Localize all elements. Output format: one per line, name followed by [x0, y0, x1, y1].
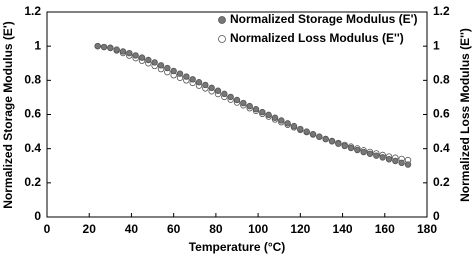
y2-tick-label: 0.8 — [433, 73, 450, 87]
data-point — [151, 59, 158, 66]
data-point — [379, 154, 386, 161]
data-point — [360, 148, 367, 156]
y2-tick-label: 0.2 — [433, 175, 450, 189]
data-point — [145, 56, 152, 64]
data-point — [322, 135, 329, 143]
data-point — [271, 114, 279, 121]
data-point — [221, 90, 228, 98]
y2-tick-label: 0.6 — [433, 107, 450, 121]
data-point — [309, 130, 317, 138]
x-tick-label: 120 — [290, 222, 310, 236]
data-point — [385, 156, 393, 163]
data-point — [189, 76, 196, 83]
data-point — [246, 102, 253, 110]
x-tick-label: 0 — [44, 222, 51, 236]
data-point — [354, 146, 361, 154]
data-point — [100, 43, 108, 51]
x-tick-label: 160 — [375, 222, 395, 236]
y2-tick-label: 1 — [433, 38, 440, 52]
y-tick-label: 0.4 — [24, 141, 41, 155]
legend-label: Normalized Storage Modulus (E') — [230, 12, 418, 26]
data-point — [278, 117, 285, 124]
data-point — [265, 111, 272, 119]
data-point — [164, 64, 171, 72]
data-point — [259, 108, 266, 116]
data-point — [398, 159, 405, 167]
y2-tick-label: 0.4 — [433, 141, 450, 155]
data-point — [316, 133, 323, 140]
data-point — [208, 84, 215, 92]
data-point — [341, 142, 348, 150]
y-tick-label: 0 — [34, 209, 41, 223]
data-point — [240, 99, 247, 107]
data-point — [290, 122, 298, 130]
x-tick-label: 40 — [125, 222, 139, 236]
x-tick-label: 20 — [83, 222, 97, 236]
data-point — [119, 48, 127, 55]
data-point — [138, 54, 146, 61]
legend-marker — [218, 16, 226, 24]
data-point — [107, 44, 114, 52]
data-point — [132, 52, 139, 59]
data-point — [303, 128, 310, 135]
data-point — [373, 152, 380, 159]
data-point — [183, 73, 190, 80]
x-tick-label: 140 — [333, 222, 353, 236]
data-point — [404, 161, 412, 168]
data-point — [202, 81, 209, 89]
data-point — [94, 42, 101, 50]
data-point — [214, 87, 222, 94]
y2-axis-label: Normalized Loss Modulus (E'') — [458, 28, 472, 202]
data-point — [176, 70, 184, 77]
x-tick-label: 100 — [248, 222, 268, 236]
data-point — [284, 120, 291, 127]
y-tick-label: 1 — [34, 38, 41, 52]
legend-marker — [218, 35, 226, 43]
data-point — [157, 62, 165, 69]
y-tick-label: 0.8 — [24, 73, 41, 87]
data-point — [195, 79, 203, 86]
data-point — [366, 150, 374, 157]
data-point — [297, 125, 304, 133]
data-point — [126, 49, 133, 57]
data-point — [113, 46, 120, 53]
data-point — [335, 140, 342, 147]
y-axis-label: Normalized Storage Modulus (E') — [1, 21, 15, 209]
y2-tick-label: 0 — [433, 209, 440, 223]
data-point — [392, 157, 399, 165]
y-tick-label: 0.2 — [24, 175, 41, 189]
data-point — [227, 93, 234, 101]
y2-tick-label: 1.2 — [433, 4, 450, 18]
x-tick-label: 80 — [209, 222, 223, 236]
x-tick-label: 60 — [167, 222, 181, 236]
x-tick-label: 180 — [417, 222, 437, 236]
data-point — [170, 67, 177, 75]
data-point — [252, 106, 260, 113]
data-point — [347, 144, 355, 152]
legend-label: Normalized Loss Modulus (E'') — [230, 31, 404, 45]
data-point — [328, 138, 336, 145]
y-tick-label: 0.6 — [24, 107, 41, 121]
y-tick-label: 1.2 — [24, 4, 41, 18]
x-axis-label: Temperature (°C) — [189, 240, 286, 254]
data-point — [233, 96, 241, 104]
